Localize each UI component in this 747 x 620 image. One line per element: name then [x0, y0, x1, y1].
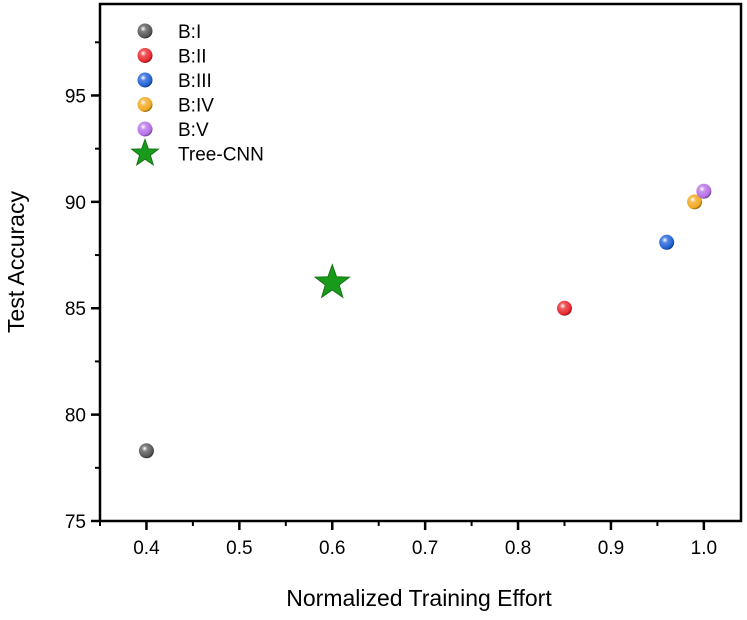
x-axis: 0.4 0.5 0.6 0.7 0.8 0.9 1.0	[99, 521, 717, 559]
legend-marker-tree-cnn	[130, 138, 160, 167]
data-point-b-iii	[659, 234, 675, 250]
legend-marker-b-i	[137, 23, 153, 39]
x-tick-label: 0.6	[319, 538, 345, 559]
x-tick-label: 0.7	[412, 538, 438, 559]
y-tick-label: 85	[65, 299, 86, 320]
data-point-b-v	[696, 183, 712, 199]
x-tick-label: 0.8	[505, 538, 531, 559]
legend-label: B:I	[178, 22, 201, 43]
x-axis-title: Normalized Training Effort	[286, 585, 552, 611]
legend-label: B:IV	[178, 96, 214, 117]
x-tick-label: 0.9	[598, 538, 624, 559]
legend-marker-b-iv	[137, 97, 153, 112]
x-tick-label: 1.0	[691, 538, 717, 559]
x-tick-label: 0.4	[133, 538, 160, 559]
legend-label: Tree-CNN	[178, 145, 264, 166]
y-tick-label: 95	[65, 86, 86, 107]
plot-frame-border	[98, 2, 743, 523]
y-axis: 75 80 85 90 95	[65, 41, 100, 533]
y-tick-label: 80	[65, 406, 86, 427]
plot-frame	[98, 2, 743, 523]
legend-label: B:II	[178, 47, 207, 68]
legend: B:I B:II B:III B:IV B:V Tree-CNN	[130, 22, 264, 167]
legend-label: B:III	[178, 71, 212, 92]
star-marker-tree-cnn	[313, 263, 351, 299]
data-point-b-ii	[556, 300, 572, 316]
legend-label: B:V	[178, 120, 209, 141]
data-point-b-i	[138, 443, 154, 459]
legend-marker-b-iii	[137, 72, 153, 88]
data-point-b-iv	[687, 194, 703, 210]
legend-marker-b-ii	[137, 48, 153, 63]
x-tick-label: 0.5	[226, 538, 252, 559]
y-axis-title: Test Accuracy	[3, 191, 29, 333]
y-tick-label: 75	[65, 512, 86, 533]
legend-marker-b-v	[137, 121, 153, 137]
data-points	[138, 183, 712, 459]
y-tick-label: 90	[65, 193, 86, 214]
